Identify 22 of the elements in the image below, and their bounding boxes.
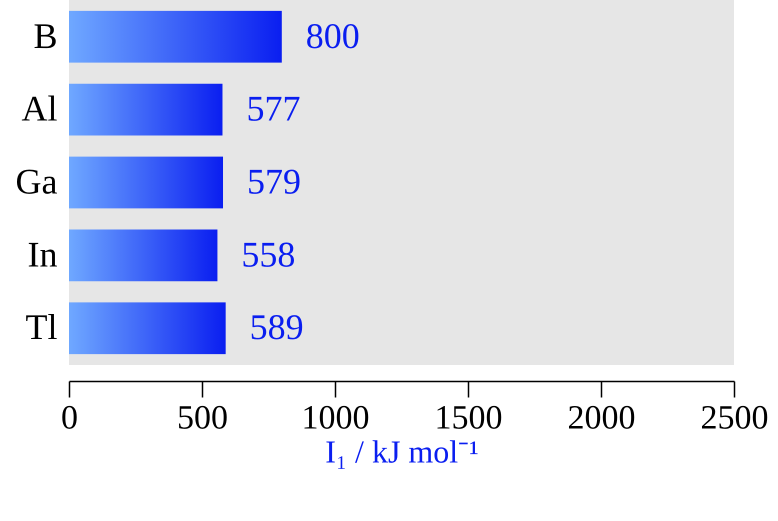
data-label: 558 bbox=[241, 234, 296, 274]
x-tick-label: 2500 bbox=[700, 400, 768, 436]
x-tick-label: 500 bbox=[177, 400, 228, 436]
x-tick-label: 1500 bbox=[434, 400, 502, 436]
x-axis-title: I₁ / kJ mol⁻¹ bbox=[325, 434, 479, 470]
data-label: 577 bbox=[246, 88, 300, 129]
y-tick-label: In bbox=[28, 234, 58, 274]
bar bbox=[69, 156, 224, 208]
y-tick-label: B bbox=[33, 16, 58, 56]
x-tick-label: 1000 bbox=[302, 400, 370, 436]
y-tick-label: Al bbox=[22, 88, 58, 129]
data-label: 800 bbox=[306, 16, 360, 56]
y-tick-label: Tl bbox=[26, 307, 58, 348]
data-label: 589 bbox=[250, 307, 304, 348]
bar bbox=[69, 302, 226, 354]
data-label: 579 bbox=[247, 162, 302, 202]
bar bbox=[69, 229, 218, 282]
bar bbox=[69, 84, 222, 136]
x-tick-label: 2000 bbox=[568, 400, 636, 436]
y-tick-label: Ga bbox=[16, 162, 58, 202]
x-tick-label: 0 bbox=[61, 400, 78, 436]
bar bbox=[69, 10, 282, 63]
